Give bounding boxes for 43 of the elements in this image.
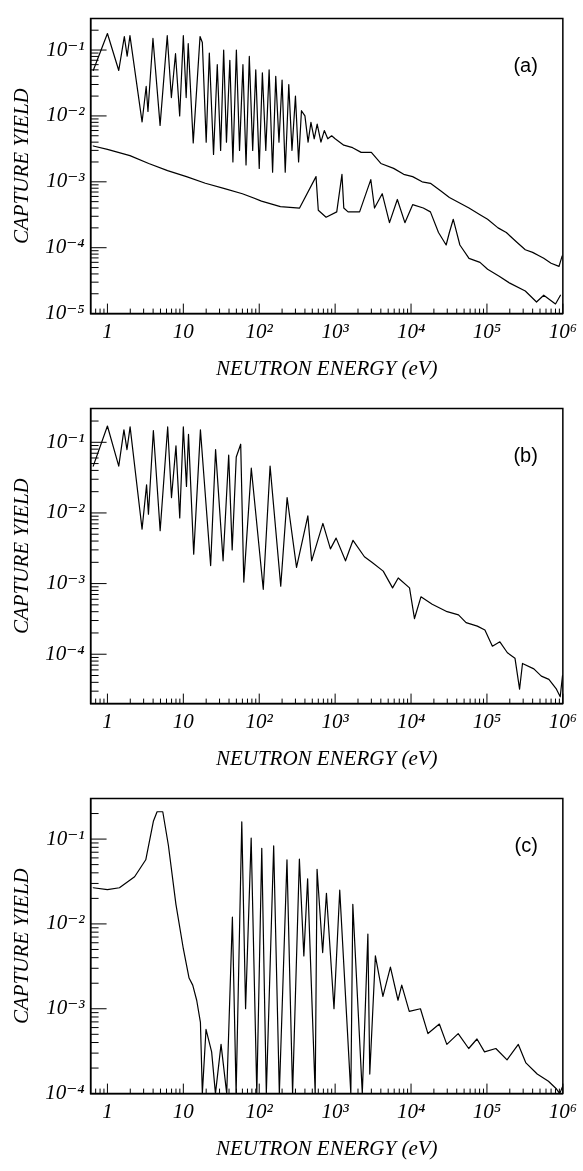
x-tick-label: 10³ xyxy=(321,318,350,343)
y-tick-label: 10⁻² xyxy=(46,102,86,127)
x-tick-label: 10 xyxy=(172,708,195,733)
y-tick-label: 10⁻⁴ xyxy=(45,234,85,259)
x-axis-title: NEUTRON ENERGY (eV) xyxy=(214,745,438,770)
y-axis-title: CAPTURE YIELD xyxy=(9,88,34,244)
y-tick-label: 10⁻³ xyxy=(46,570,86,595)
y-tick-label: 10⁻² xyxy=(46,910,86,935)
annotation: (a) xyxy=(513,54,538,77)
y-tick-label: 10⁻¹ xyxy=(46,36,85,61)
x-tick-label: 10⁴ xyxy=(396,1098,426,1123)
x-tick-label: 10 xyxy=(172,318,195,343)
y-tick-label: 10⁻¹ xyxy=(46,428,85,453)
x-tick-label: 1 xyxy=(102,708,113,733)
annotation: (c) xyxy=(514,834,538,857)
x-tick-label: 10⁵ xyxy=(472,708,502,733)
x-tick-label: 10³ xyxy=(321,708,350,733)
y-tick-label: 10⁻⁴ xyxy=(45,1080,85,1105)
x-tick-label: 10² xyxy=(245,708,274,733)
y-tick-label: 10⁻⁵ xyxy=(45,300,85,325)
x-tick-label: 10³ xyxy=(321,1098,350,1123)
y-axis-title: CAPTURE YIELD xyxy=(9,478,34,634)
x-tick-label: 10⁶ xyxy=(548,318,578,343)
y-tick-label: 10⁻⁴ xyxy=(45,640,85,665)
x-tick-label: 1 xyxy=(102,318,113,343)
y-tick-label: 10⁻³ xyxy=(46,168,86,193)
x-axis-title: NEUTRON ENERGY (eV) xyxy=(214,355,438,380)
x-tick-label: 10² xyxy=(245,318,274,343)
x-tick-label: 10⁴ xyxy=(396,708,426,733)
x-tick-label: 10² xyxy=(245,1098,274,1123)
x-tick-label: 10⁴ xyxy=(396,318,426,343)
y-tick-label: 10⁻² xyxy=(46,499,86,524)
x-tick-label: 10⁵ xyxy=(472,318,502,343)
x-tick-label: 10⁶ xyxy=(548,1098,578,1123)
annotation: (b) xyxy=(513,444,538,467)
x-tick-label: 10⁵ xyxy=(472,1098,502,1123)
y-axis-title: CAPTURE YIELD xyxy=(9,868,34,1024)
x-tick-label: 1 xyxy=(102,1098,113,1123)
y-tick-label: 10⁻¹ xyxy=(46,825,85,850)
x-tick-label: 10 xyxy=(172,1098,195,1123)
y-tick-label: 10⁻³ xyxy=(46,995,86,1020)
x-axis-title: NEUTRON ENERGY (eV) xyxy=(214,1135,438,1160)
x-tick-label: 10⁶ xyxy=(548,708,578,733)
